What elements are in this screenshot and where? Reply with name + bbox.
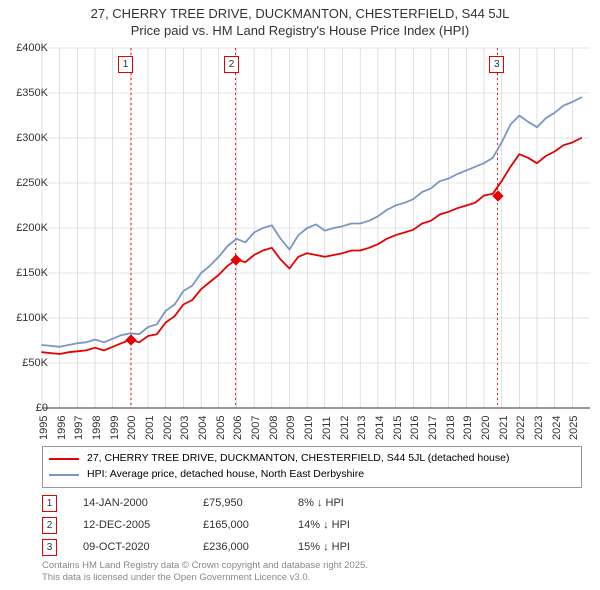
x-tick-label: 2001 (144, 416, 156, 440)
y-tick-label: £0 (36, 402, 48, 414)
y-tick-label: £400K (16, 42, 48, 54)
x-tick-label: 2018 (445, 416, 457, 440)
x-tick-label: 2004 (197, 416, 209, 440)
x-tick-label: 1997 (73, 416, 85, 440)
sales-row-diff: 8% ↓ HPI (298, 497, 408, 509)
x-tick-label: 2009 (285, 416, 297, 440)
x-tick-label: 2020 (480, 416, 492, 440)
legend-label: HPI: Average price, detached house, Nort… (87, 467, 364, 483)
y-tick-label: £350K (16, 87, 48, 99)
plot-area (42, 48, 590, 408)
x-tick-label: 2008 (268, 416, 280, 440)
sales-row-index: 3 (42, 539, 57, 556)
sale-marker-box: 1 (118, 56, 133, 73)
legend-swatch (49, 474, 79, 476)
sales-row-price: £75,950 (203, 497, 298, 509)
legend-swatch (49, 458, 79, 460)
x-tick-label: 2016 (409, 416, 421, 440)
y-tick-label: £150K (16, 267, 48, 279)
footer-line-1: Contains HM Land Registry data © Crown c… (42, 560, 368, 572)
chart-container: 27, CHERRY TREE DRIVE, DUCKMANTON, CHEST… (0, 0, 600, 590)
sales-row: 3 09-OCT-2020£236,00015% ↓ HPI (42, 536, 408, 558)
sale-marker-box: 2 (224, 56, 239, 73)
sales-row-price: £165,000 (203, 519, 298, 531)
x-tick-label: 2011 (321, 416, 333, 440)
x-tick-label: 2014 (374, 416, 386, 440)
x-tick-label: 1998 (91, 416, 103, 440)
x-tick-label: 2023 (533, 416, 545, 440)
plot-svg (42, 48, 590, 408)
x-tick-label: 2007 (250, 416, 262, 440)
sales-row-index: 2 (42, 517, 57, 534)
sales-row-date: 09-OCT-2020 (83, 541, 203, 553)
x-tick-label: 2025 (568, 416, 580, 440)
x-tick-label: 2010 (303, 416, 315, 440)
x-tick-label: 2013 (356, 416, 368, 440)
x-tick-label: 2000 (126, 416, 138, 440)
legend-label: 27, CHERRY TREE DRIVE, DUCKMANTON, CHEST… (87, 451, 509, 467)
x-tick-label: 2003 (179, 416, 191, 440)
title-block: 27, CHERRY TREE DRIVE, DUCKMANTON, CHEST… (0, 0, 600, 40)
x-tick-label: 2019 (462, 416, 474, 440)
x-tick-label: 2024 (551, 416, 563, 440)
x-tick-label: 2006 (232, 416, 244, 440)
sale-marker-box: 3 (489, 56, 504, 73)
sales-row-diff: 14% ↓ HPI (298, 519, 408, 531)
legend: 27, CHERRY TREE DRIVE, DUCKMANTON, CHEST… (42, 446, 582, 488)
legend-row: HPI: Average price, detached house, Nort… (49, 467, 575, 483)
sales-row-date: 14-JAN-2000 (83, 497, 203, 509)
sales-row-price: £236,000 (203, 541, 298, 553)
sales-row: 2 12-DEC-2005£165,00014% ↓ HPI (42, 514, 408, 536)
sales-table: 1 14-JAN-2000£75,9508% ↓ HPI 2 12-DEC-2005£… (42, 492, 408, 558)
y-tick-label: £100K (16, 312, 48, 324)
x-tick-label: 2021 (498, 416, 510, 440)
x-tick-label: 2012 (339, 416, 351, 440)
y-tick-label: £300K (16, 132, 48, 144)
sales-row-date: 12-DEC-2005 (83, 519, 203, 531)
x-tick-label: 1996 (56, 416, 68, 440)
y-tick-label: £50K (22, 357, 48, 369)
sales-row: 1 14-JAN-2000£75,9508% ↓ HPI (42, 492, 408, 514)
x-tick-label: 2005 (215, 416, 227, 440)
y-tick-label: £200K (16, 222, 48, 234)
title-line-2: Price paid vs. HM Land Registry's House … (0, 23, 600, 40)
x-tick-label: 2015 (392, 416, 404, 440)
x-tick-label: 1995 (38, 416, 50, 440)
x-tick-label: 2017 (427, 416, 439, 440)
footer-text: Contains HM Land Registry data © Crown c… (42, 560, 368, 585)
y-tick-label: £250K (16, 177, 48, 189)
sales-row-index: 1 (42, 495, 57, 512)
legend-row: 27, CHERRY TREE DRIVE, DUCKMANTON, CHEST… (49, 451, 575, 467)
x-tick-label: 2022 (515, 416, 527, 440)
footer-line-2: This data is licensed under the Open Gov… (42, 572, 368, 584)
sales-row-diff: 15% ↓ HPI (298, 541, 408, 553)
x-tick-label: 1999 (109, 416, 121, 440)
title-line-1: 27, CHERRY TREE DRIVE, DUCKMANTON, CHEST… (0, 6, 600, 23)
x-tick-label: 2002 (162, 416, 174, 440)
